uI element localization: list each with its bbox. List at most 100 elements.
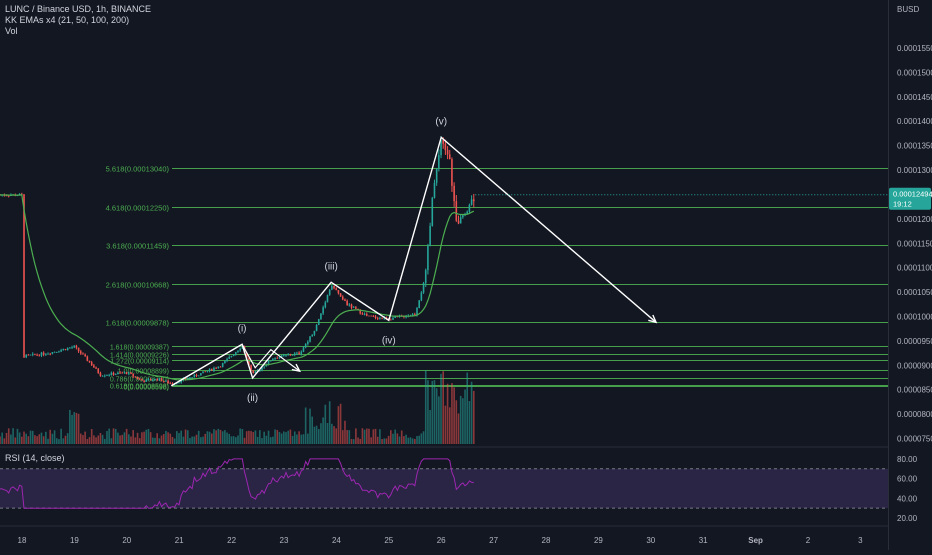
candle-body xyxy=(239,348,241,351)
volume-bar xyxy=(422,431,425,444)
volume-bar xyxy=(82,435,84,444)
volume-bar xyxy=(169,433,172,444)
candle-body xyxy=(252,370,255,374)
volume-bar xyxy=(101,434,104,444)
candle-body xyxy=(86,356,89,361)
time-tick-label: 24 xyxy=(332,536,341,545)
candle-body xyxy=(134,376,137,378)
candle-body xyxy=(77,347,80,352)
volume-bar xyxy=(444,405,447,444)
volume-bar xyxy=(317,428,320,444)
volume-bar xyxy=(75,412,78,444)
time-axis[interactable]: 18 19 20 21 22 23 24 25 26 27 28 29 30 31 Sep 2 3 xyxy=(18,536,864,545)
volume-bars xyxy=(0,370,475,444)
volume-bar xyxy=(160,435,163,444)
candle-body xyxy=(420,292,423,301)
volume-bar xyxy=(12,428,14,444)
candle-body xyxy=(302,347,305,352)
volume-bar xyxy=(10,434,12,444)
price-axis[interactable]: BUSD 0.00007500 0.00008000 0.00008500 0.0000… xyxy=(475,5,932,523)
volume-bar xyxy=(383,438,386,444)
candle-body xyxy=(53,351,56,353)
volume-bar xyxy=(97,435,100,444)
volume-bar xyxy=(424,370,427,444)
volume-bar xyxy=(42,436,45,444)
volume-bar xyxy=(45,431,47,444)
candle-body xyxy=(16,195,19,197)
volume-bar xyxy=(392,433,394,444)
candle-body xyxy=(322,307,324,314)
volume-bar xyxy=(418,435,420,444)
candle-body xyxy=(119,372,121,374)
volume-bar xyxy=(210,433,213,444)
fib-level-label: 1.618(0.00009387) xyxy=(110,345,169,352)
volume-bar xyxy=(455,400,458,444)
candle-body xyxy=(7,195,10,197)
volume-bar xyxy=(387,435,390,444)
candle-body xyxy=(276,358,279,359)
candle-body xyxy=(66,348,69,350)
fib-level-label: 3.618(0.00011459) xyxy=(106,242,169,251)
volume-bar xyxy=(58,439,60,444)
volume-legend[interactable]: Vol xyxy=(5,26,18,36)
price-tick-label: 0.00015500 xyxy=(897,44,932,53)
candle-body xyxy=(125,372,128,374)
volume-bar xyxy=(95,437,97,444)
volume-bar xyxy=(204,433,207,444)
time-tick-label: 28 xyxy=(542,536,551,545)
volume-bar xyxy=(182,436,185,444)
candle-body xyxy=(230,356,233,357)
price-tick-label: 0.00012000 xyxy=(897,215,932,224)
candle-body xyxy=(99,372,102,376)
candle-body xyxy=(136,377,139,379)
volume-bar xyxy=(200,437,202,444)
rsi-legend[interactable]: RSI (14, close) xyxy=(5,453,65,463)
volume-bar xyxy=(313,426,316,444)
candle-body xyxy=(206,370,209,372)
time-tick-label: 3 xyxy=(858,536,863,545)
candle-body xyxy=(184,378,187,380)
ema-legend[interactable]: KK EMAs x4 (21, 50, 100, 200) xyxy=(5,15,130,25)
volume-bar xyxy=(125,428,128,444)
time-tick-label: 2 xyxy=(806,536,811,545)
price-tick-label: 0.00009500 xyxy=(897,337,932,346)
candle-body xyxy=(110,372,113,375)
volume-bar xyxy=(398,436,401,444)
volume-bar xyxy=(267,430,270,444)
candle-body xyxy=(283,355,285,357)
candle-body xyxy=(103,375,106,377)
candle-body xyxy=(130,372,132,374)
rsi-band xyxy=(0,468,888,509)
candle-body xyxy=(75,345,78,348)
candle-body xyxy=(411,314,414,316)
fib-levels: 5.618(0.00013040) 4.618(0.00012250) 3.618(… xyxy=(106,165,888,392)
volume-bar xyxy=(5,432,8,444)
candle-body xyxy=(344,299,346,301)
volume-bar xyxy=(307,433,309,444)
volume-bar xyxy=(291,435,294,444)
volume-bar xyxy=(191,436,193,444)
wave-label: (iii) xyxy=(324,261,337,272)
volume-bar xyxy=(405,434,407,444)
volume-bar xyxy=(283,431,285,444)
volume-bar xyxy=(25,433,27,444)
volume-bar xyxy=(420,433,423,444)
volume-bar xyxy=(36,436,38,444)
volume-bar xyxy=(462,398,464,444)
volume-bar xyxy=(206,431,209,444)
price-tick-label: 0.00007500 xyxy=(897,435,932,444)
candle-body xyxy=(189,377,191,379)
candle-body xyxy=(38,354,41,356)
volume-bar xyxy=(38,434,41,444)
candle-body xyxy=(34,353,36,355)
candle-body xyxy=(396,316,399,318)
wave-label: (iv) xyxy=(382,335,396,346)
volume-bar xyxy=(348,430,351,444)
candle-body xyxy=(156,378,158,381)
price-tick-label: 0.00015000 xyxy=(897,68,932,77)
volume-bar xyxy=(256,436,259,444)
volume-bar xyxy=(130,436,132,444)
volume-bar xyxy=(457,413,460,444)
symbol-title[interactable]: LUNC / Binance USD, 1h, BINANCE xyxy=(5,4,152,14)
